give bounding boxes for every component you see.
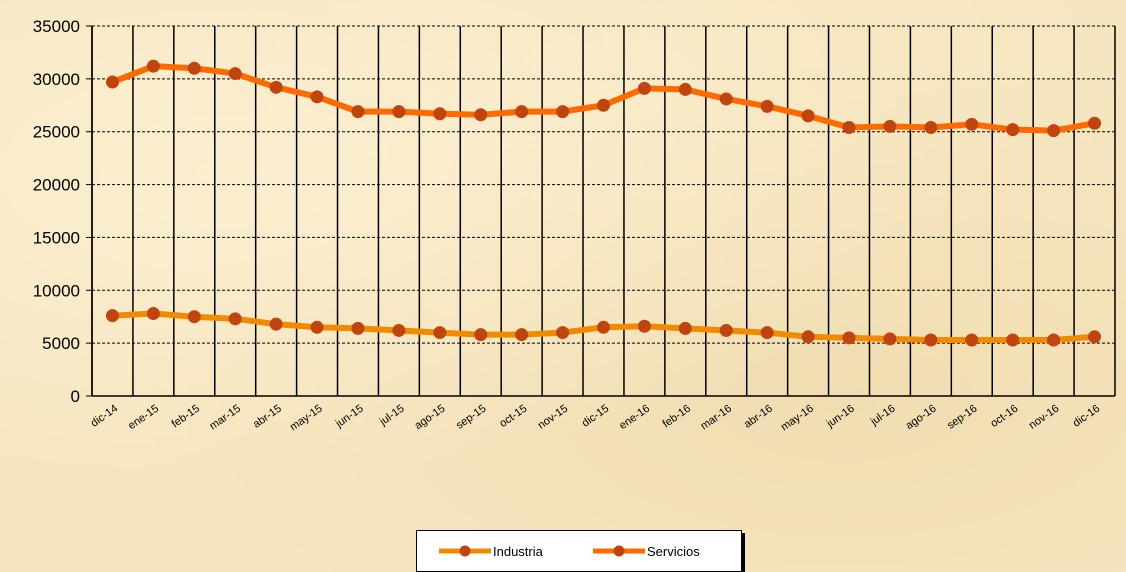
data-point-servicios bbox=[433, 107, 447, 121]
data-point-industria bbox=[924, 333, 938, 347]
data-point-industria bbox=[105, 309, 119, 323]
data-point-servicios bbox=[719, 92, 733, 106]
x-tick-label: jun-15 bbox=[333, 403, 366, 431]
data-point-industria bbox=[678, 321, 692, 335]
axes-layer bbox=[86, 25, 1115, 397]
x-tick-label: dic-14 bbox=[89, 403, 120, 430]
x-tick-label: jun-16 bbox=[824, 403, 857, 431]
data-point-servicios bbox=[392, 105, 406, 119]
data-point-industria bbox=[269, 317, 283, 331]
data-point-industria bbox=[187, 310, 201, 324]
x-tick-label: may-16 bbox=[779, 403, 816, 434]
data-point-servicios bbox=[883, 119, 897, 133]
legend-label-industria: Industria bbox=[493, 543, 543, 559]
data-point-industria bbox=[719, 323, 733, 337]
data-point-servicios bbox=[269, 80, 283, 94]
data-point-servicios bbox=[842, 120, 856, 134]
data-point-servicios bbox=[515, 105, 529, 119]
y-tick-label: 20000 bbox=[33, 176, 80, 195]
series-layer bbox=[105, 59, 1102, 347]
x-tick-label: sep-16 bbox=[945, 403, 979, 432]
series-line-servicios bbox=[109, 63, 1098, 134]
data-point-industria bbox=[597, 320, 610, 334]
data-point-industria bbox=[515, 328, 529, 342]
data-point-servicios bbox=[1006, 123, 1020, 137]
y-tick-label: 30000 bbox=[33, 70, 80, 89]
data-point-industria bbox=[760, 326, 774, 340]
data-point-servicios bbox=[1088, 116, 1102, 130]
line-chart: 0 5000 10000 15000 20000 25000 30000 35000 dic-… bbox=[33, 17, 1116, 434]
x-tick-label: dic-16 bbox=[1071, 403, 1102, 430]
x-tick-label: may-15 bbox=[288, 403, 325, 434]
data-point-industria bbox=[883, 332, 897, 346]
data-point-industria bbox=[146, 307, 160, 321]
data-point-servicios bbox=[474, 108, 488, 122]
data-point-servicios bbox=[678, 82, 692, 96]
data-point-industria bbox=[310, 320, 324, 334]
data-point-industria bbox=[1088, 330, 1102, 344]
data-point-servicios bbox=[637, 81, 651, 95]
x-tick-label: ago-16 bbox=[904, 403, 939, 432]
x-tick-label: mar-16 bbox=[699, 403, 734, 433]
data-point-industria bbox=[842, 331, 856, 345]
data-point-servicios bbox=[556, 105, 570, 119]
x-tick-label: feb-16 bbox=[661, 403, 693, 431]
x-tick-label: nov-15 bbox=[536, 403, 570, 432]
x-tick-label: oct-16 bbox=[988, 403, 1020, 430]
data-point-industria bbox=[351, 321, 365, 335]
x-tick-label: jul-15 bbox=[377, 403, 407, 429]
x-tick-label: ago-15 bbox=[413, 403, 448, 432]
legend-swatch-servicios bbox=[593, 541, 645, 561]
x-tick-label: feb-15 bbox=[170, 403, 202, 431]
data-point-servicios bbox=[187, 61, 201, 75]
y-tick-label: 25000 bbox=[33, 123, 80, 142]
data-point-industria bbox=[474, 328, 488, 342]
legend-item-servicios: Servicios bbox=[593, 541, 700, 561]
x-tick-label: abr-15 bbox=[251, 403, 284, 431]
data-point-industria bbox=[1047, 333, 1061, 347]
data-point-servicios bbox=[351, 105, 365, 119]
data-point-servicios bbox=[597, 98, 610, 112]
data-point-servicios bbox=[146, 59, 160, 73]
y-tick-label: 15000 bbox=[33, 228, 80, 247]
data-point-industria bbox=[433, 326, 447, 340]
x-tick-label: oct-15 bbox=[497, 403, 529, 430]
data-point-servicios bbox=[228, 67, 242, 81]
data-point-servicios bbox=[105, 75, 119, 89]
data-point-industria bbox=[637, 319, 651, 333]
x-tick-label: sep-15 bbox=[454, 403, 488, 432]
data-point-industria bbox=[801, 330, 815, 344]
x-tick-label: ene-15 bbox=[126, 403, 161, 432]
x-tick-label: abr-16 bbox=[742, 403, 775, 431]
data-point-servicios bbox=[310, 90, 324, 104]
legend-item-industria: Industria bbox=[439, 541, 543, 561]
y-tick-labels: 0 5000 10000 15000 20000 25000 30000 35000 bbox=[33, 17, 80, 406]
chart-legend: Industria Servicios bbox=[416, 530, 742, 572]
x-tick-label: jul-16 bbox=[868, 403, 898, 429]
data-point-servicios bbox=[965, 117, 979, 131]
x-tick-label: nov-16 bbox=[1027, 403, 1061, 432]
y-tick-label: 5000 bbox=[42, 334, 80, 353]
legend-label-servicios: Servicios bbox=[647, 543, 700, 559]
data-point-industria bbox=[392, 323, 406, 337]
data-point-servicios bbox=[924, 120, 938, 134]
data-point-industria bbox=[228, 312, 242, 326]
y-tick-label: 35000 bbox=[33, 17, 80, 36]
data-point-industria bbox=[965, 333, 979, 347]
data-point-servicios bbox=[1047, 124, 1061, 138]
y-tick-label: 0 bbox=[71, 387, 80, 406]
x-tick-label: dic-15 bbox=[580, 403, 611, 430]
y-tick-label: 10000 bbox=[33, 281, 80, 300]
x-tick-labels: dic-14 ene-15 feb-15 mar-15 abr-15 may-15 jun-… bbox=[89, 403, 1103, 434]
x-tick-label: ene-16 bbox=[617, 403, 652, 432]
x-tick-label: mar-15 bbox=[208, 403, 243, 433]
data-point-industria bbox=[1006, 333, 1020, 347]
grid-layer bbox=[91, 25, 1116, 396]
data-point-industria bbox=[556, 326, 570, 340]
legend-swatch-industria bbox=[439, 541, 491, 561]
data-point-servicios bbox=[801, 109, 815, 123]
data-point-servicios bbox=[760, 99, 774, 113]
